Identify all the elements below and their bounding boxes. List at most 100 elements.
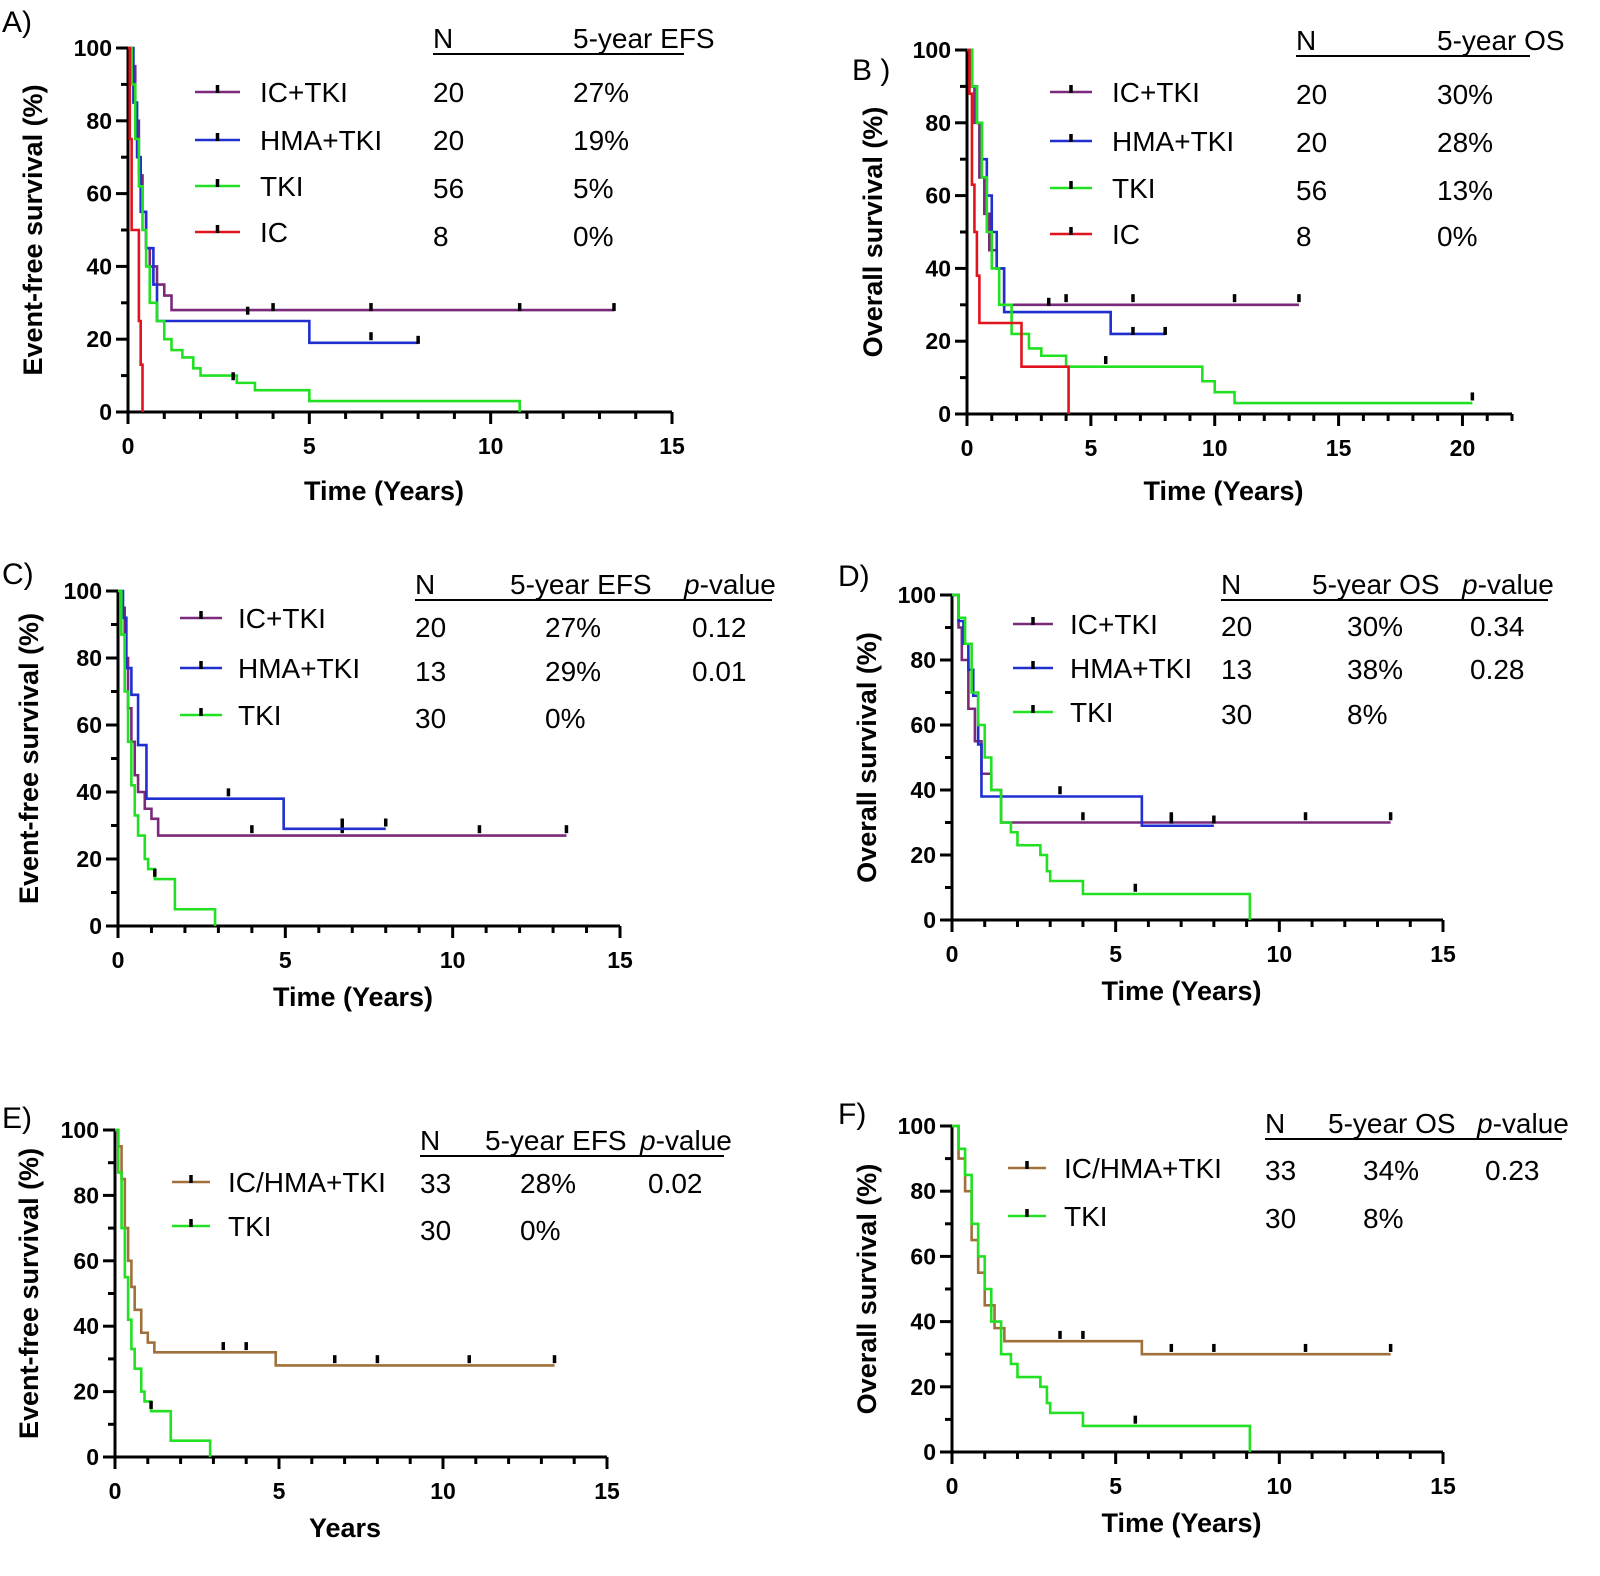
table-rate: 27% xyxy=(545,612,601,643)
table-p-value: 0.01 xyxy=(692,656,747,687)
y-tick-label: 80 xyxy=(910,1178,936,1204)
y-tick-label: 40 xyxy=(76,779,102,805)
table-header: 5-year EFS xyxy=(510,569,652,600)
panel-label: B ) xyxy=(852,54,890,87)
x-tick-label: 0 xyxy=(122,433,135,459)
table-header: p-value xyxy=(1476,1108,1569,1139)
x-tick-label: 5 xyxy=(279,947,292,973)
y-tick-label: 40 xyxy=(86,253,112,279)
x-axis-title: Time (Years) xyxy=(1101,976,1261,1006)
panel-label: D) xyxy=(838,560,870,593)
y-tick-label: 60 xyxy=(86,181,112,207)
table-header: N xyxy=(1221,569,1241,600)
y-tick-label: 0 xyxy=(86,1444,99,1470)
x-axis-title: Time (Years) xyxy=(273,982,433,1012)
table-rate: 8% xyxy=(1363,1203,1403,1234)
table-n: 20 xyxy=(1296,127,1327,158)
panel-c: C) 0 20 40 60 80 100 0 5 10 15 Time (Years) Event-fr… xyxy=(2,558,776,1012)
legend-label: IC/HMA+TKI xyxy=(1064,1153,1222,1184)
panel-b: B ) 0 20 40 60 80 100 0 5 10 15 20 Time (Years) Overa… xyxy=(852,25,1565,506)
x-tick-label: 15 xyxy=(607,947,633,973)
table-n: 56 xyxy=(1296,175,1327,206)
table-header: 5-year EFS xyxy=(485,1125,627,1156)
x-tick-label: 0 xyxy=(109,1478,122,1504)
legend-label: IC+TKI xyxy=(238,603,326,634)
y-tick-label: 100 xyxy=(64,578,102,604)
y-tick-label: 100 xyxy=(74,35,112,61)
legend-label: TKI xyxy=(260,171,304,202)
table-rate: 13% xyxy=(1437,175,1493,206)
y-tick-label: 100 xyxy=(913,37,951,63)
table-n: 20 xyxy=(433,125,464,156)
x-tick-label: 10 xyxy=(478,433,504,459)
x-tick-label: 5 xyxy=(303,433,316,459)
table-rate: 28% xyxy=(520,1168,576,1199)
panel-e: E) 0 20 40 60 80 100 0 5 10 15 Years Event-free surv… xyxy=(2,1102,732,1543)
y-tick-label: 80 xyxy=(86,108,112,134)
legend-label: TKI xyxy=(238,700,282,731)
legend-label: IC+TKI xyxy=(260,77,348,108)
x-tick-label: 5 xyxy=(1109,1473,1122,1499)
curve-ic-tki xyxy=(952,593,1391,824)
y-tick-label: 0 xyxy=(938,401,951,427)
y-tick-label: 40 xyxy=(925,255,951,281)
x-tick-label: 0 xyxy=(112,947,125,973)
table-n: 30 xyxy=(1265,1203,1296,1234)
legend-label: IC xyxy=(1112,219,1140,250)
curve-tki xyxy=(118,589,217,926)
table-n: 8 xyxy=(433,221,449,252)
y-tick-label: 60 xyxy=(925,183,951,209)
y-tick-label: 20 xyxy=(86,326,112,352)
x-axis-title: Time (Years) xyxy=(1143,476,1303,506)
panel-label: E) xyxy=(2,1102,32,1135)
y-tick-label: 20 xyxy=(910,842,936,868)
y-tick-label: 60 xyxy=(73,1248,99,1274)
table-rate: 30% xyxy=(1347,611,1403,642)
table-rate: 30% xyxy=(1437,79,1493,110)
y-tick-label: 40 xyxy=(73,1313,99,1339)
y-tick-label: 20 xyxy=(73,1379,99,1405)
legend-label: IC/HMA+TKI xyxy=(228,1167,386,1198)
table-header: p-value xyxy=(683,569,776,600)
x-tick-label: 10 xyxy=(1267,1473,1293,1499)
y-tick-label: 80 xyxy=(910,647,936,673)
panel-label: C) xyxy=(2,558,34,591)
table-p-value: 0.34 xyxy=(1470,611,1525,642)
table-n: 30 xyxy=(420,1215,451,1246)
table-header: 5-year OS xyxy=(1312,569,1440,600)
x-tick-label: 15 xyxy=(594,1478,620,1504)
table-p-value: 0.23 xyxy=(1485,1155,1540,1186)
legend-label: TKI xyxy=(1112,173,1156,204)
x-tick-label: 15 xyxy=(1326,435,1352,461)
y-axis-title: Event-free survival (%) xyxy=(14,1148,44,1439)
y-tick-label: 100 xyxy=(61,1117,99,1143)
y-tick-label: 60 xyxy=(910,712,936,738)
table-p-value: 0.12 xyxy=(692,612,747,643)
y-tick-label: 40 xyxy=(910,1309,936,1335)
panel-a: A) 0 20 40 60 80 100 0 5 10 15 Time (Years) Event-fr… xyxy=(2,6,715,506)
y-axis-title: Event-free survival (%) xyxy=(18,84,48,375)
y-tick-label: 60 xyxy=(76,712,102,738)
y-tick-label: 100 xyxy=(898,582,936,608)
table-header: N xyxy=(1265,1108,1285,1139)
y-tick-label: 0 xyxy=(99,399,112,425)
table-n: 20 xyxy=(1221,611,1252,642)
curve-ic xyxy=(967,48,1070,414)
x-tick-label: 5 xyxy=(1084,435,1097,461)
table-rate: 34% xyxy=(1363,1155,1419,1186)
curve-hma-tki xyxy=(952,593,1214,828)
y-tick-label: 40 xyxy=(910,777,936,803)
x-tick-label: 20 xyxy=(1450,435,1476,461)
table-header: 5-year EFS xyxy=(573,23,715,54)
x-tick-label: 15 xyxy=(1430,1473,1456,1499)
table-rate: 8% xyxy=(1347,699,1387,730)
legend-label: TKI xyxy=(228,1211,272,1242)
y-tick-label: 100 xyxy=(898,1113,936,1139)
panel-d: D) 0 20 40 60 80 100 0 5 10 15 Time (Years) Overall … xyxy=(838,560,1554,1006)
x-tick-label: 5 xyxy=(273,1478,286,1504)
legend-label: HMA+TKI xyxy=(1112,126,1234,157)
panel-label: F) xyxy=(838,1098,866,1131)
table-p-value: 0.28 xyxy=(1470,654,1525,685)
x-tick-label: 0 xyxy=(946,1473,959,1499)
